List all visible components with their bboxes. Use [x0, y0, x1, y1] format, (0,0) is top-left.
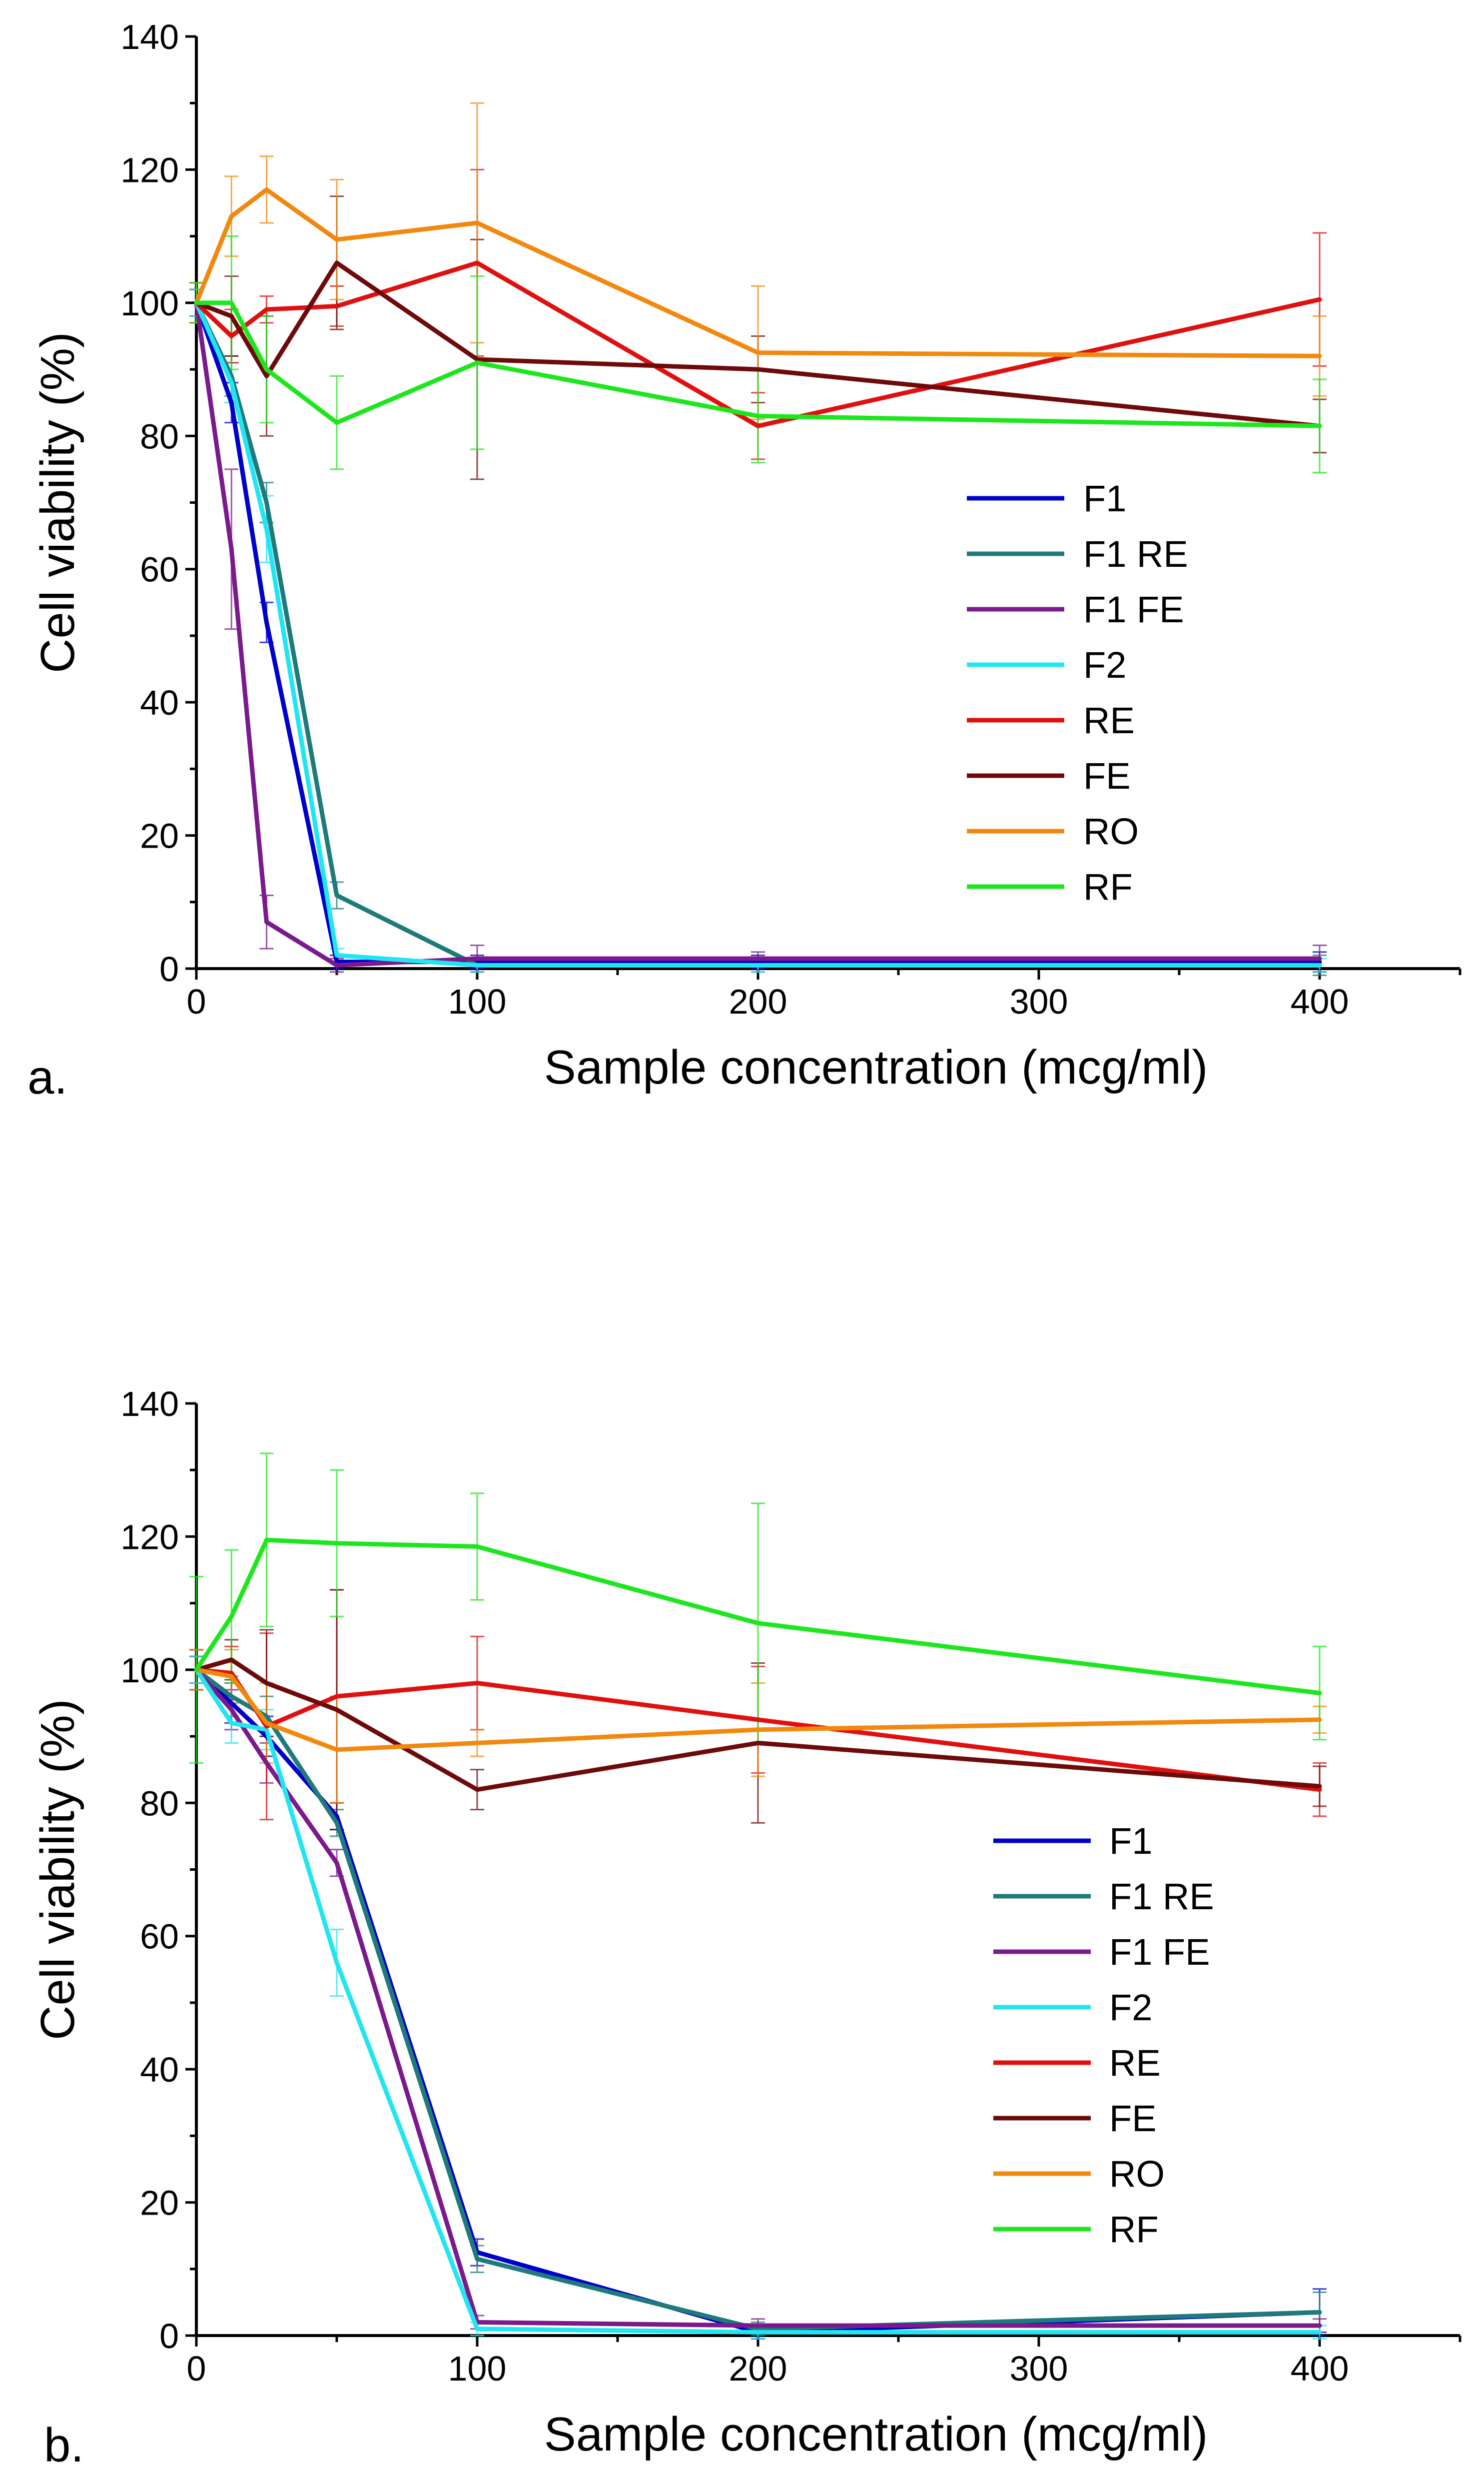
- legend-label: F1: [1083, 478, 1126, 519]
- legend-label: F1 FE: [1083, 589, 1184, 630]
- legend-label: F2: [1109, 1987, 1152, 2028]
- y-tick-label: 80: [140, 1784, 179, 1823]
- y-tick-label: 20: [140, 817, 179, 856]
- series-line-f1-fe: [194, 300, 1322, 968]
- series-line-fe: [194, 1657, 1322, 1792]
- chart-panel-a: 0 20 40 60 80 100 120 140 0 100 200 300 400 Sample co…: [27, 17, 1462, 1104]
- legend-label: F1 RE: [1109, 1876, 1214, 1917]
- x-tick-label: 100: [448, 2349, 507, 2388]
- legend-label: RE: [1109, 2042, 1161, 2084]
- x-axis-title: Sample concentration (mcg/ml): [544, 2408, 1208, 2461]
- y-tick-label: 40: [140, 2050, 179, 2089]
- y-tick-label: 80: [140, 417, 179, 456]
- y-tick-label: 0: [159, 2317, 179, 2356]
- x-axis-title: Sample concentration (mcg/ml): [544, 1041, 1208, 1094]
- series-line-f1-re: [194, 1667, 1322, 2332]
- y-tick-label: 20: [140, 2184, 179, 2223]
- y-tick-label: 100: [120, 1651, 179, 1690]
- legend-label: RO: [1083, 811, 1139, 852]
- x-tick-label: 0: [187, 982, 206, 1021]
- legend-label: FE: [1109, 2098, 1157, 2139]
- panel-label: b.: [44, 2419, 84, 2472]
- y-tick-label: 0: [159, 950, 179, 989]
- legend-label: F1 FE: [1109, 1931, 1210, 1973]
- series-line-rf: [194, 1537, 1322, 1695]
- series-line-f1: [194, 300, 1322, 965]
- y-tick-label: 120: [120, 150, 179, 189]
- legend-label: RE: [1083, 700, 1135, 741]
- legend-label: F2: [1083, 644, 1126, 686]
- series-line-f2: [194, 1667, 1322, 2335]
- series-line-re: [194, 260, 1322, 428]
- y-tick-label: 60: [140, 1917, 179, 1956]
- series-line-fe: [194, 260, 1322, 428]
- legend-label: FE: [1083, 755, 1131, 797]
- y-axis-title: Cell viability (%): [31, 1699, 84, 2040]
- legend-label: RF: [1109, 2209, 1159, 2250]
- x-tick-label: 300: [1010, 982, 1068, 1021]
- y-axis-title: Cell viability (%): [31, 332, 84, 673]
- panel-label: a.: [27, 1051, 67, 1104]
- legend-label: RF: [1083, 866, 1133, 908]
- x-tick-label: 300: [1010, 2349, 1068, 2388]
- y-tick-label: 140: [120, 1384, 179, 1423]
- legend-label: F1 RE: [1083, 533, 1188, 575]
- x-tick-label: 100: [448, 982, 507, 1021]
- x-tick-label: 400: [1291, 982, 1349, 1021]
- legend: F1 F1 RE F1 FE F2 RE FE RO RF: [993, 1820, 1214, 2250]
- series-line-ro: [194, 1667, 1322, 1752]
- x-tick-label: 200: [729, 2349, 787, 2388]
- series-line-f2: [194, 300, 1322, 968]
- legend: F1 F1 RE F1 FE F2 RE FE RO RF: [967, 478, 1188, 908]
- series-line-rf: [194, 300, 1322, 428]
- series-line-ro: [194, 187, 1322, 358]
- y-tick-label: 120: [120, 1517, 179, 1556]
- chart-panel-b: 0 20 40 60 80 100 120 140 0 100 200 300 400 Sample co…: [31, 1384, 1462, 2472]
- series-line-f1-fe: [194, 1667, 1322, 2328]
- x-tick-label: 200: [729, 982, 787, 1021]
- y-tick-label: 40: [140, 683, 179, 722]
- x-tick-label: 400: [1291, 2349, 1349, 2388]
- x-tick-label: 0: [187, 2349, 206, 2388]
- series-line-re: [194, 1667, 1322, 1792]
- y-tick-label: 100: [120, 284, 179, 323]
- legend-label: RO: [1109, 2153, 1165, 2195]
- y-tick-label: 140: [120, 17, 179, 56]
- legend-label: F1: [1109, 1820, 1152, 1862]
- y-tick-label: 60: [140, 550, 179, 589]
